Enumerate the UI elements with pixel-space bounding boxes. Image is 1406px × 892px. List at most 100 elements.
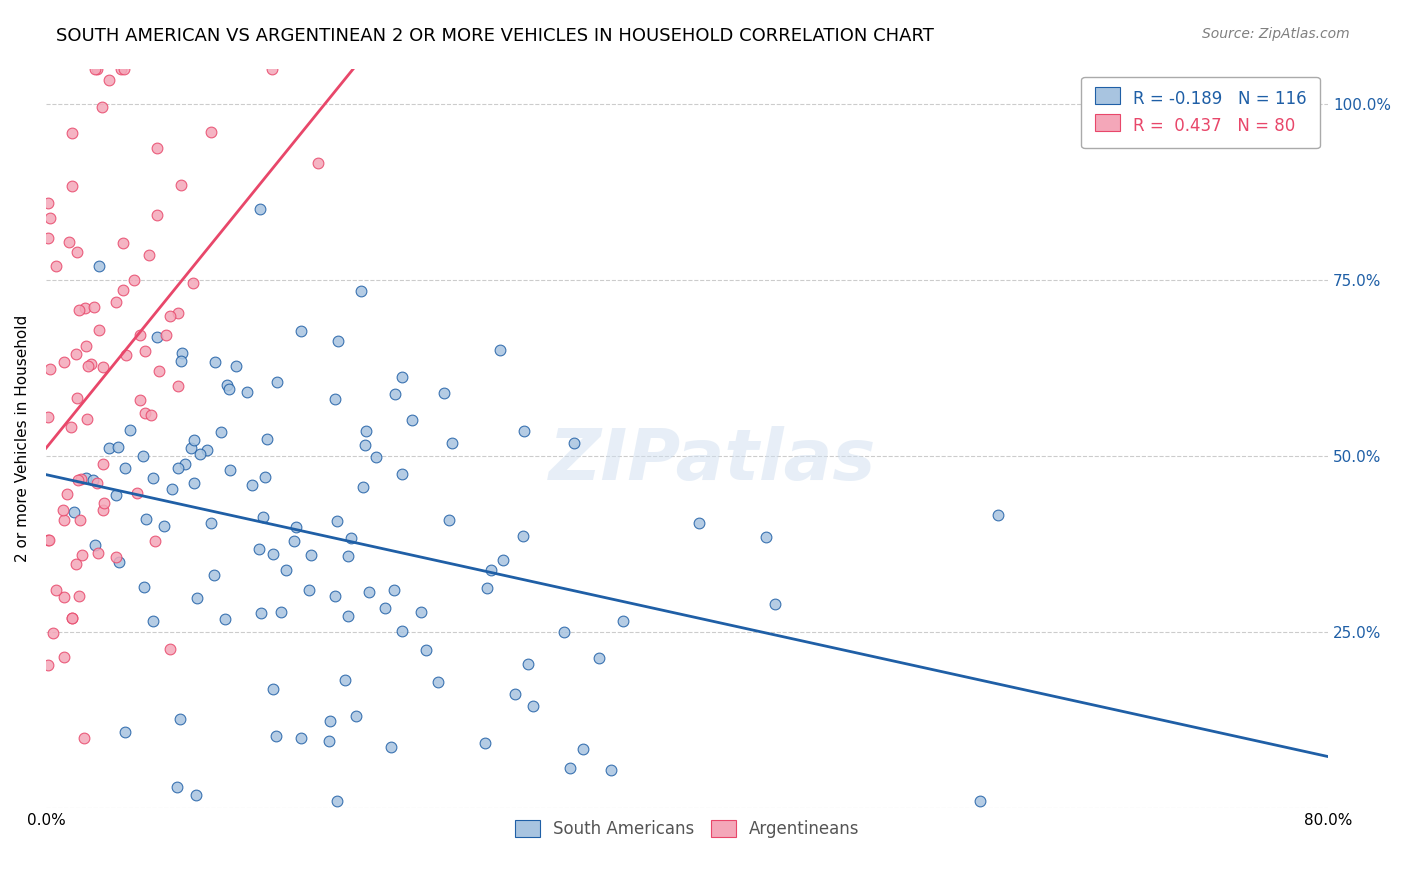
Text: Source: ZipAtlas.com: Source: ZipAtlas.com <box>1202 27 1350 41</box>
Argentineans <box>143 534 166 549</box>
Argentineans <box>91 359 114 374</box>
South Americans <box>276 563 298 577</box>
South Americans <box>262 681 284 696</box>
Argentineans <box>170 178 193 193</box>
South Americans <box>352 480 374 494</box>
South Americans <box>270 605 292 619</box>
Argentineans <box>65 347 87 361</box>
South Americans <box>513 424 536 438</box>
South Americans <box>219 462 242 476</box>
South Americans <box>558 761 581 775</box>
Argentineans <box>111 236 134 251</box>
Argentineans <box>148 363 170 377</box>
Argentineans <box>60 611 83 625</box>
South Americans <box>688 516 710 530</box>
South Americans <box>359 585 381 599</box>
Argentineans <box>83 300 105 314</box>
South Americans <box>183 475 205 490</box>
South Americans <box>477 581 499 595</box>
South Americans <box>612 614 634 628</box>
South Americans <box>142 471 165 485</box>
South Americans <box>132 580 155 594</box>
South Americans <box>572 742 595 756</box>
Argentineans <box>114 348 136 362</box>
South Americans <box>167 461 190 475</box>
South Americans <box>299 548 322 562</box>
Argentineans <box>73 731 96 746</box>
South Americans <box>266 729 288 743</box>
Argentineans <box>110 62 132 76</box>
Argentineans <box>75 338 97 352</box>
Argentineans <box>129 328 152 343</box>
South Americans <box>225 359 247 373</box>
South Americans <box>242 478 264 492</box>
Argentineans <box>89 323 111 337</box>
Argentineans <box>86 62 108 76</box>
Argentineans <box>37 230 59 244</box>
South Americans <box>183 434 205 448</box>
South Americans <box>512 529 534 543</box>
South Americans <box>384 387 406 401</box>
Argentineans <box>52 590 75 604</box>
South Americans <box>336 549 359 563</box>
South Americans <box>118 423 141 437</box>
Text: ZIPatlas: ZIPatlas <box>548 426 876 495</box>
South Americans <box>479 564 502 578</box>
South Americans <box>474 736 496 750</box>
Argentineans <box>60 610 83 624</box>
South Americans <box>217 377 239 392</box>
South Americans <box>441 436 464 450</box>
South Americans <box>254 470 277 484</box>
Argentineans <box>260 62 283 77</box>
South Americans <box>84 538 107 552</box>
South Americans <box>197 442 219 457</box>
South Americans <box>350 284 373 298</box>
Argentineans <box>112 284 135 298</box>
Text: SOUTH AMERICAN VS ARGENTINEAN 2 OR MORE VEHICLES IN HOUSEHOLD CORRELATION CHART: SOUTH AMERICAN VS ARGENTINEAN 2 OR MORE … <box>56 27 934 45</box>
Argentineans <box>134 343 156 358</box>
Argentineans <box>76 412 98 426</box>
South Americans <box>114 725 136 739</box>
South Americans <box>249 202 271 216</box>
South Americans <box>401 413 423 427</box>
Argentineans <box>67 303 90 318</box>
Argentineans <box>104 550 127 565</box>
South Americans <box>522 699 544 714</box>
South Americans <box>98 441 121 455</box>
South Americans <box>380 739 402 754</box>
South Americans <box>211 425 233 439</box>
South Americans <box>169 354 191 368</box>
South Americans <box>160 482 183 496</box>
South Americans <box>63 505 86 519</box>
Argentineans <box>200 125 222 139</box>
South Americans <box>266 376 288 390</box>
South Americans <box>107 555 129 569</box>
Argentineans <box>37 658 59 673</box>
Argentineans <box>87 546 110 560</box>
Argentineans <box>145 141 167 155</box>
South Americans <box>114 460 136 475</box>
South Americans <box>236 384 259 399</box>
South Americans <box>391 369 413 384</box>
Argentineans <box>60 178 83 193</box>
South Americans <box>366 450 388 464</box>
Argentineans <box>91 457 114 471</box>
South Americans <box>503 687 526 701</box>
Argentineans <box>56 487 79 501</box>
Argentineans <box>45 259 67 273</box>
South Americans <box>75 471 97 485</box>
Argentineans <box>53 355 76 369</box>
Argentineans <box>138 248 160 262</box>
South Americans <box>326 334 349 349</box>
South Americans <box>105 487 128 501</box>
South Americans <box>763 597 786 611</box>
South Americans <box>335 673 357 687</box>
Legend: South Americans, Argentineans: South Americans, Argentineans <box>508 813 866 845</box>
Argentineans <box>59 420 82 434</box>
Argentineans <box>66 473 89 487</box>
South Americans <box>344 709 367 723</box>
Argentineans <box>86 476 108 491</box>
South Americans <box>188 447 211 461</box>
South Americans <box>132 449 155 463</box>
Argentineans <box>155 328 177 343</box>
